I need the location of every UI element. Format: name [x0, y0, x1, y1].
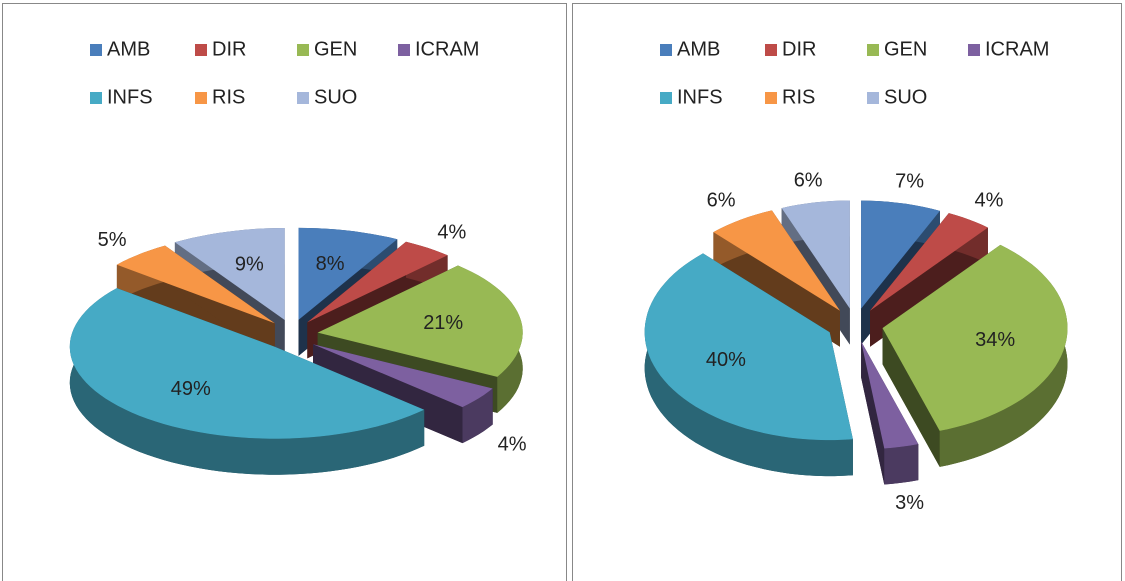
data-label: 6%	[707, 190, 736, 212]
slice-wall	[713, 232, 840, 347]
legend-swatch	[660, 92, 672, 104]
legend-swatch	[765, 92, 777, 104]
legend-label: RIS	[782, 86, 815, 108]
slice	[307, 241, 448, 323]
legend-label: DIR	[212, 38, 246, 60]
data-label: 6%	[794, 169, 823, 191]
slice	[69, 288, 425, 439]
legend-swatch	[90, 44, 102, 56]
legend-label: ICRAM	[985, 38, 1049, 60]
slice-side	[69, 288, 425, 475]
legend-label: GEN	[884, 38, 927, 60]
legend-swatch	[297, 44, 309, 56]
legend-swatch	[867, 92, 879, 104]
panel	[572, 3, 1122, 581]
legend-swatch	[867, 44, 879, 56]
data-label: 9%	[235, 254, 264, 276]
panel	[2, 3, 567, 581]
legend-label: INFS	[677, 86, 723, 108]
data-label: 3%	[895, 492, 924, 514]
legend-label: AMB	[677, 38, 720, 60]
legend-swatch	[765, 44, 777, 56]
data-label: 8%	[316, 253, 345, 275]
legend-label: DIR	[782, 38, 816, 60]
slice-side	[884, 444, 919, 485]
slice-wall	[313, 344, 463, 444]
data-label: 4%	[498, 433, 527, 455]
slice	[781, 200, 850, 309]
slice	[174, 228, 285, 320]
slice	[713, 210, 840, 311]
slice	[313, 344, 493, 408]
slice-side	[644, 253, 853, 477]
slice	[116, 245, 275, 324]
legend-label: AMB	[107, 38, 150, 60]
legend-swatch	[195, 44, 207, 56]
legend-label: INFS	[107, 86, 153, 108]
data-label: 7%	[895, 170, 924, 192]
slice	[644, 253, 853, 441]
slice	[298, 227, 398, 320]
legend-label: ICRAM	[415, 38, 479, 60]
legend-swatch	[660, 44, 672, 56]
legend-label: SUO	[314, 86, 357, 108]
legend-label: RIS	[212, 86, 245, 108]
data-label: 21%	[423, 312, 463, 334]
legend-swatch	[297, 92, 309, 104]
slice-side	[462, 388, 493, 444]
data-label: 5%	[98, 229, 127, 251]
slice	[870, 213, 988, 311]
data-label: 49%	[171, 378, 211, 400]
slice	[317, 265, 523, 377]
legend-label: GEN	[314, 38, 357, 60]
legend-label: SUO	[884, 86, 927, 108]
slice	[861, 341, 919, 449]
legend-swatch	[90, 92, 102, 104]
slice	[861, 200, 940, 309]
legend-swatch	[195, 92, 207, 104]
slice-wall	[861, 341, 885, 485]
data-label: 34%	[975, 329, 1015, 351]
slice-wall	[882, 328, 940, 467]
legend-swatch	[398, 44, 410, 56]
data-label: 40%	[706, 349, 746, 371]
data-label: 4%	[437, 221, 466, 243]
data-label: 4%	[975, 190, 1004, 212]
legend-swatch	[968, 44, 980, 56]
slice	[882, 244, 1068, 431]
